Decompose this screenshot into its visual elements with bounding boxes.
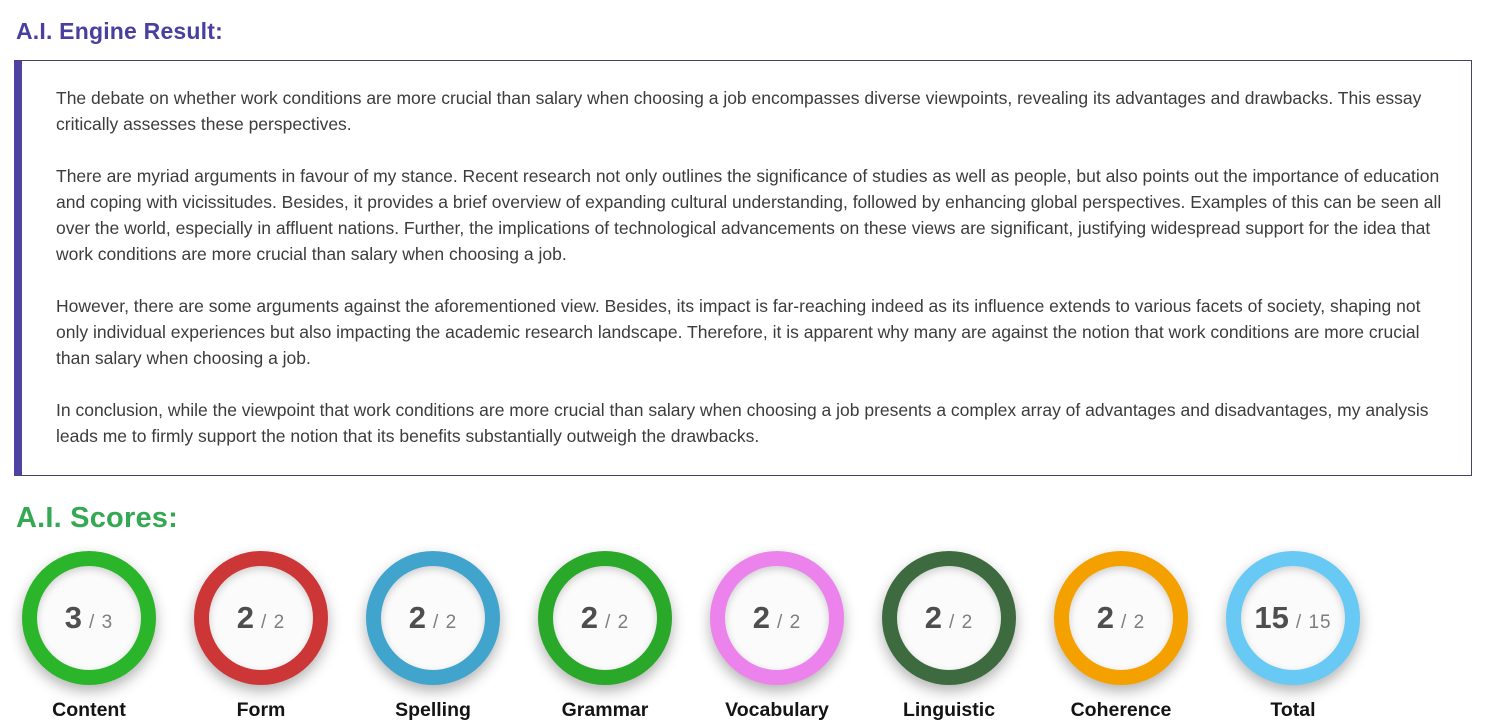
score-ring: 2 / 2 (194, 551, 328, 685)
score-ring: 2 / 2 (882, 551, 1016, 685)
score-separator: / (261, 612, 268, 633)
score-value: 2 / 2 (1097, 600, 1145, 636)
score-ring-inner: 2 / 2 (209, 566, 313, 670)
score-ring: 2 / 2 (538, 551, 672, 685)
score-denominator: / 3 (89, 612, 113, 634)
score-ring-inner: 15 / 15 (1241, 566, 1345, 670)
score-value: 2 / 2 (925, 600, 973, 636)
score-label: Spelling (395, 699, 471, 721)
score-badge: 2 / 2 Form (186, 551, 336, 722)
score-ring-inner: 2 / 2 (897, 566, 1001, 670)
score-badge: 2 / 2 Coherence (1046, 551, 1196, 722)
score-badges-row: 3 / 3 Content 2 / 2 Form (14, 551, 1472, 722)
score-ring-inner: 2 / 2 (1069, 566, 1173, 670)
score-max: 2 (617, 612, 630, 633)
score-ring-inner: 2 / 2 (381, 566, 485, 670)
score-value: 2 / 2 (753, 600, 801, 636)
score-badge: 2 / 2 Grammar (530, 551, 680, 722)
score-ring: 2 / 2 (1054, 551, 1188, 685)
score-separator: / (433, 612, 440, 633)
score-value: 15 / 15 (1254, 600, 1331, 636)
essay-paragraph: In conclusion, while the viewpoint that … (56, 400, 1429, 446)
score-ring: 3 / 3 (22, 551, 156, 685)
score-numerator: 2 (924, 600, 943, 635)
score-label: Vocabulary (725, 699, 829, 721)
score-label: Coherence (1070, 699, 1172, 721)
score-ring-inner: 2 / 2 (725, 566, 829, 670)
score-max: 2 (1133, 612, 1146, 633)
score-badge: 2 / 2 Spelling (358, 551, 508, 722)
score-badge: 15 / 15 Total (1218, 551, 1368, 722)
score-denominator: / 2 (261, 612, 285, 634)
score-label: Linguistic (902, 699, 996, 721)
score-separator: / (605, 612, 612, 633)
essay-paragraph: There are myriad arguments in favour of … (56, 166, 1442, 264)
score-numerator: 2 (408, 600, 427, 635)
score-label: Grammar (561, 699, 649, 721)
score-ring-inner: 3 / 3 (37, 566, 141, 670)
score-separator: / (777, 612, 784, 633)
score-ring: 2 / 2 (366, 551, 500, 685)
score-denominator: / 2 (433, 612, 457, 634)
score-value: 2 / 2 (409, 600, 457, 636)
score-label: Total (1270, 699, 1316, 721)
score-numerator: 2 (1096, 600, 1115, 635)
score-separator: / (89, 612, 96, 633)
score-value: 3 / 3 (65, 600, 113, 636)
score-numerator: 15 (1254, 600, 1289, 635)
score-separator: / (1295, 612, 1303, 633)
score-ring-inner: 2 / 2 (553, 566, 657, 670)
score-badge: 2 / 2 Vocabulary (702, 551, 852, 722)
essay-paragraph: However, there are some arguments agains… (56, 296, 1421, 368)
score-badge: 3 / 3 Content (14, 551, 164, 722)
score-denominator: / 15 (1296, 612, 1332, 634)
score-separator: / (1121, 612, 1128, 633)
score-denominator: / 2 (949, 612, 973, 634)
score-max: 3 (101, 612, 114, 633)
score-ring: 15 / 15 (1226, 551, 1360, 685)
score-denominator: / 2 (777, 612, 801, 634)
score-max: 2 (961, 612, 974, 633)
score-numerator: 2 (752, 600, 771, 635)
score-max: 2 (273, 612, 286, 633)
score-value: 2 / 2 (581, 600, 629, 636)
score-separator: / (949, 612, 956, 633)
score-max: 15 (1308, 612, 1332, 633)
essay-result-box: The debate on whether work conditions ar… (14, 60, 1472, 476)
score-label: Content (52, 699, 126, 721)
score-max: 2 (789, 612, 802, 633)
score-numerator: 2 (580, 600, 599, 635)
score-numerator: 2 (236, 600, 255, 635)
score-badge: 2 / 2 Linguistic (874, 551, 1024, 722)
score-max: 2 (445, 612, 458, 633)
engine-result-title: A.I. Engine Result: (16, 18, 223, 44)
ai-scores-title: A.I. Scores: (16, 502, 178, 534)
score-ring: 2 / 2 (710, 551, 844, 685)
score-denominator: / 2 (1121, 612, 1145, 634)
score-denominator: / 2 (605, 612, 629, 634)
score-label: Form (236, 699, 286, 721)
score-value: 2 / 2 (237, 600, 285, 636)
score-numerator: 3 (64, 600, 83, 635)
essay-paragraph: The debate on whether work conditions ar… (56, 88, 1422, 134)
